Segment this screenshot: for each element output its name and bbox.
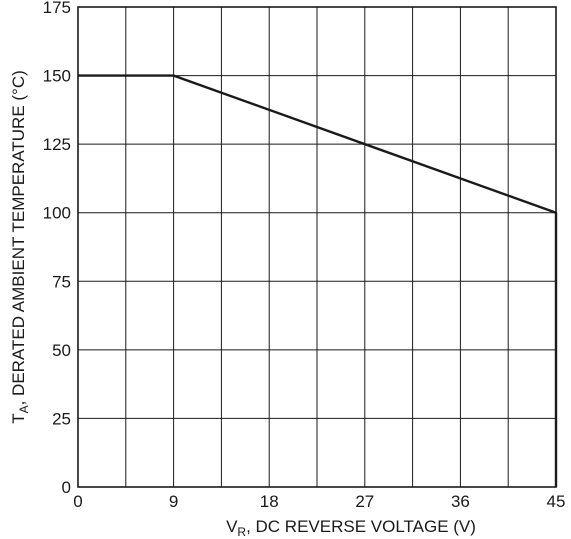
x-tick-labels: 0 9 18 27 36 45: [73, 492, 565, 511]
grid-lines: [77, 6, 557, 488]
y-tick-label: 150: [43, 67, 71, 86]
x-axis-title-rest: , DC REVERSE VOLTAGE (V): [246, 517, 476, 536]
y-tick-labels: 0 25 50 75 100 125 150 175: [43, 0, 71, 497]
x-tick-label: 9: [169, 492, 178, 511]
y-axis-title-rest: , DERATED AMBIENT TEMPERATURE (°C): [9, 70, 28, 405]
y-tick-label: 75: [52, 272, 71, 291]
series-line-0: [78, 74, 558, 487]
y-tick-label: 175: [43, 0, 71, 17]
y-tick-label: 0: [62, 478, 71, 497]
x-axis-title-main: V: [226, 517, 238, 536]
series-layer: [78, 74, 558, 487]
x-tick-label: 27: [355, 492, 374, 511]
x-tick-label: 45: [547, 492, 566, 511]
y-tick-label: 125: [43, 135, 71, 154]
y-axis-title-sub: A: [17, 405, 31, 413]
x-tick-label: 36: [451, 492, 470, 511]
y-axis-title-main: T: [9, 413, 28, 423]
y-tick-label: 100: [43, 204, 71, 223]
x-axis-title-sub: R: [237, 525, 246, 539]
y-tick-label: 25: [52, 409, 71, 428]
y-tick-label: 50: [52, 341, 71, 360]
x-tick-label: 0: [73, 492, 82, 511]
x-axis-title: VR, DC REVERSE VOLTAGE (V): [226, 517, 476, 539]
x-tick-label: 18: [260, 492, 279, 511]
y-axis-title: TA, DERATED AMBIENT TEMPERATURE (°C): [9, 70, 31, 424]
